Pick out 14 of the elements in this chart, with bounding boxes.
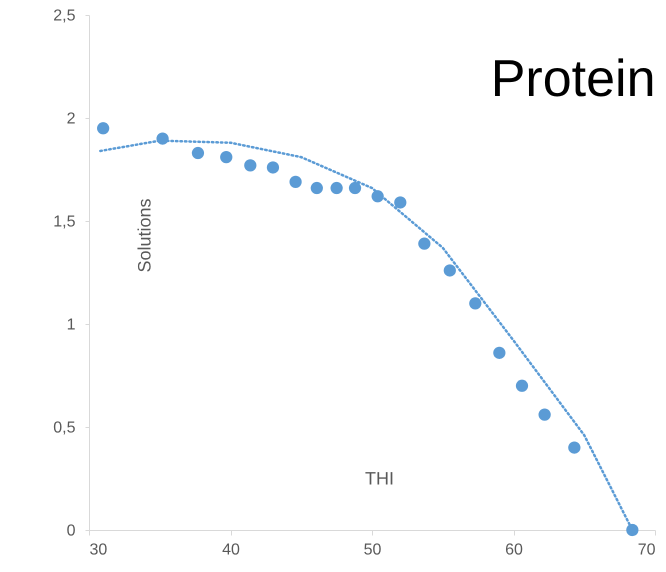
x-tick-label: 40 <box>222 542 240 558</box>
text: Protein <box>490 50 656 108</box>
y-tick-label: 0,5 <box>53 420 76 436</box>
x-tick-label: 30 <box>90 542 108 558</box>
x-tick-label: 70 <box>638 542 656 558</box>
y-tick-label: 0 <box>66 522 76 540</box>
y-tick-label: 1 <box>66 316 76 334</box>
y-tick-label: 2 <box>66 110 76 128</box>
y-tick-label: 2,5 <box>53 8 76 24</box>
x-tick-label: 60 <box>505 542 523 558</box>
y-tick-label: 1,5 <box>53 214 76 230</box>
x-axis-title: THI <box>365 468 394 488</box>
y-axis-title: Solutions <box>134 198 154 273</box>
x-tick-label: 50 <box>364 542 382 558</box>
